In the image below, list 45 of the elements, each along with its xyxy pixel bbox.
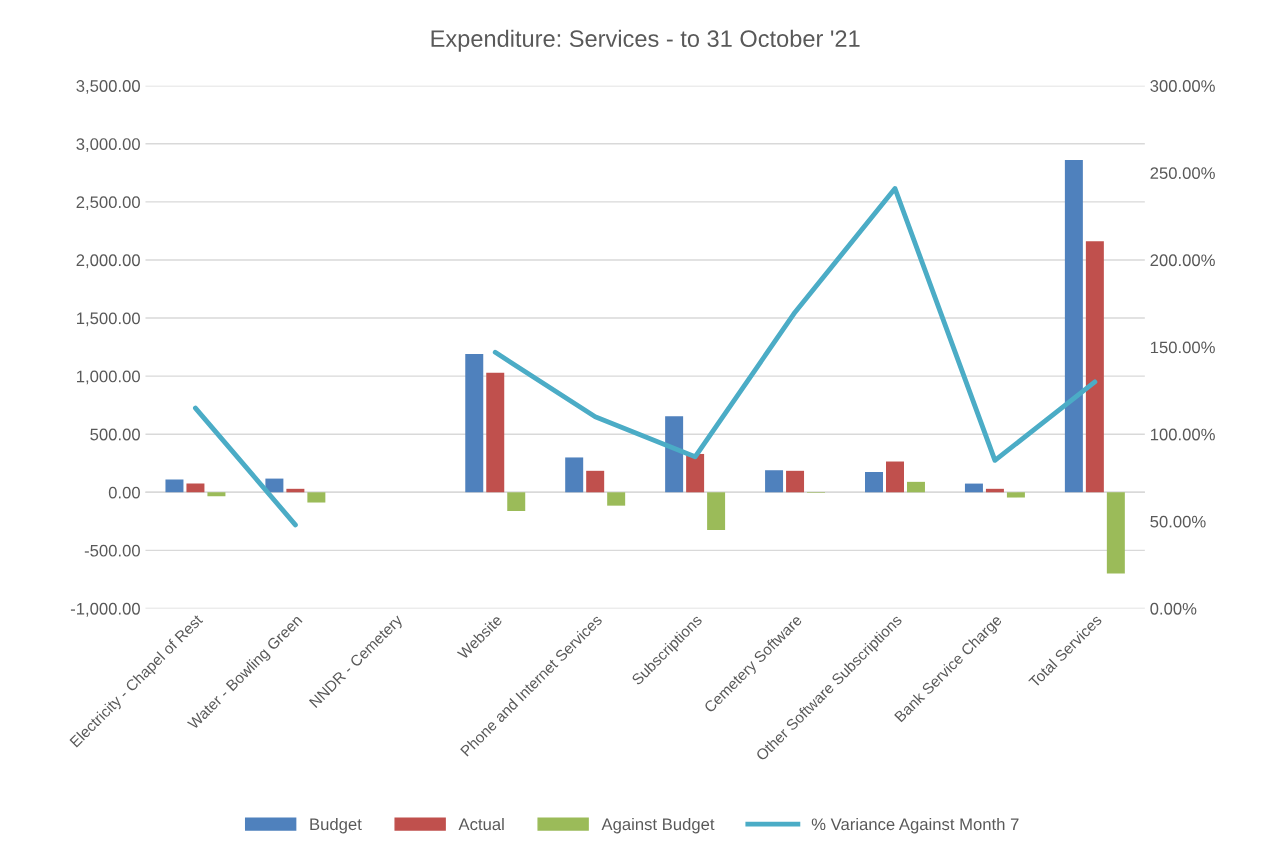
y-tick-label: 3,500.00 (76, 80, 140, 94)
bar (507, 492, 526, 511)
bar (964, 483, 983, 493)
bar (885, 461, 904, 493)
y2-tick-label: 300.00% (1150, 80, 1215, 92)
y-tick-label: 0.00 (108, 486, 140, 499)
bar (765, 470, 784, 493)
bar (1085, 241, 1104, 493)
bar (565, 457, 584, 493)
y-tick-label: 1,500.00 (77, 312, 140, 327)
bar (686, 453, 705, 493)
legend-label: Budget (310, 817, 362, 834)
bar (207, 492, 226, 497)
y-tick-label: 2,500.00 (76, 196, 140, 211)
bar (486, 372, 505, 493)
bar (607, 492, 626, 506)
bar (1064, 160, 1083, 493)
bar (465, 353, 484, 493)
bar (1006, 492, 1025, 498)
bar (586, 470, 605, 493)
bar (186, 483, 205, 493)
bar (906, 481, 925, 493)
bar (1106, 492, 1125, 574)
bar (665, 416, 684, 493)
bar (307, 492, 326, 503)
y-tick-label: 500.00 (90, 428, 140, 441)
legend-label: Actual (458, 817, 504, 831)
bar (865, 471, 883, 493)
y-tick-label: -500.00 (84, 544, 140, 557)
bar (165, 479, 184, 493)
chart-title: Expenditure: Services - to 31 October '21 (431, 29, 860, 52)
y2-tick-label: 50.00% (1150, 515, 1206, 528)
y-tick-label: 3,000.00 (76, 138, 140, 152)
y2-tick-label: 200.00% (1150, 254, 1215, 267)
bar (707, 492, 726, 531)
y2-tick-label: 0.00% (1150, 602, 1197, 615)
legend-label: Against Budget (601, 817, 715, 834)
y2-tick-label: 250.00% (1150, 167, 1215, 180)
y2-tick-label: 150.00% (1150, 341, 1215, 354)
bar (786, 470, 805, 493)
y-tick-label: -1,000.00 (70, 602, 140, 617)
y-tick-label: 1,000.00 (77, 370, 140, 385)
y2-tick-label: 100.00% (1150, 428, 1215, 441)
legend-label: % Variance Against Month 7 (811, 817, 1019, 834)
y-tick-label: 2,000.00 (76, 254, 140, 269)
